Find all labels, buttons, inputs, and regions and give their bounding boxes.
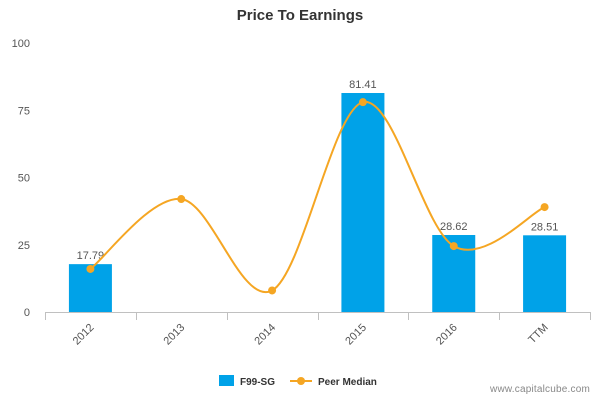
legend-swatch-bar — [219, 375, 234, 386]
peer-median-point — [177, 195, 186, 204]
bar — [523, 235, 567, 312]
data-label: 28.51 — [531, 221, 559, 233]
data-label: 17.79 — [77, 250, 105, 262]
y-tick-label: 50 — [18, 173, 30, 185]
x-tick-label: 2012 — [71, 322, 97, 348]
data-label: 28.62 — [440, 221, 468, 233]
peer-median-point — [86, 264, 95, 273]
watermark: www.capitalcube.com — [490, 384, 590, 395]
bar-series: 17.79 81.41 28.62 28.51 — [68, 79, 567, 312]
x-tick-label: 2013 — [162, 322, 188, 348]
y-tick-label: 0 — [24, 307, 30, 319]
chart-title: Price To Earnings — [236, 7, 364, 24]
x-tick-label: 2014 — [252, 322, 278, 348]
x-tick-label: TTM — [526, 322, 550, 346]
peer-median-point — [358, 98, 367, 107]
legend-swatch-marker — [297, 377, 305, 385]
legend: F99-SG Peer Median — [219, 375, 377, 388]
legend-label: Peer Median — [318, 377, 377, 388]
x-tick-label: 2016 — [434, 322, 460, 348]
y-tick-label: 25 — [18, 240, 30, 252]
x-tick-label: 2015 — [343, 322, 369, 348]
peer-median-point — [540, 203, 549, 212]
legend-label: F99-SG — [240, 377, 275, 388]
peer-median-point — [268, 286, 277, 295]
bar — [341, 93, 385, 312]
y-tick-label: 75 — [18, 105, 30, 117]
data-label: 81.41 — [349, 79, 377, 91]
y-tick-label: 100 — [12, 38, 30, 50]
peer-median-line — [89, 101, 546, 294]
line-series — [86, 98, 549, 295]
peer-median-point — [449, 242, 458, 251]
